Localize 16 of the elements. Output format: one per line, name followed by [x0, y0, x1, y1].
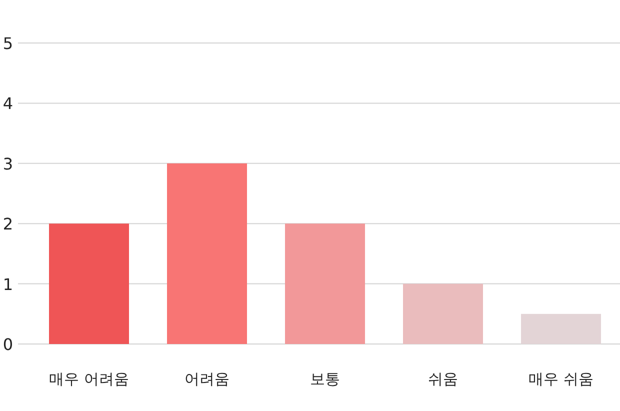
- bar: [285, 224, 365, 344]
- y-tick-label: 1: [2, 274, 14, 294]
- x-tick-label: 보통: [310, 370, 340, 388]
- x-tick-label: 어려움: [184, 370, 230, 388]
- x-tick-label: 매우 어려움: [49, 370, 129, 388]
- bar: [167, 163, 247, 344]
- bar: [403, 284, 483, 344]
- y-tick-label: 5: [2, 34, 14, 53]
- x-tick-label: 쉬움: [428, 370, 458, 388]
- y-tick-label: 2: [2, 214, 14, 234]
- y-tick-label: 0: [2, 335, 14, 354]
- bar: [49, 224, 129, 344]
- y-tick-label: 4: [2, 94, 14, 114]
- bar: [521, 314, 601, 344]
- y-tick-label: 3: [2, 154, 14, 174]
- x-tick-label: 매우 쉬움: [528, 370, 594, 388]
